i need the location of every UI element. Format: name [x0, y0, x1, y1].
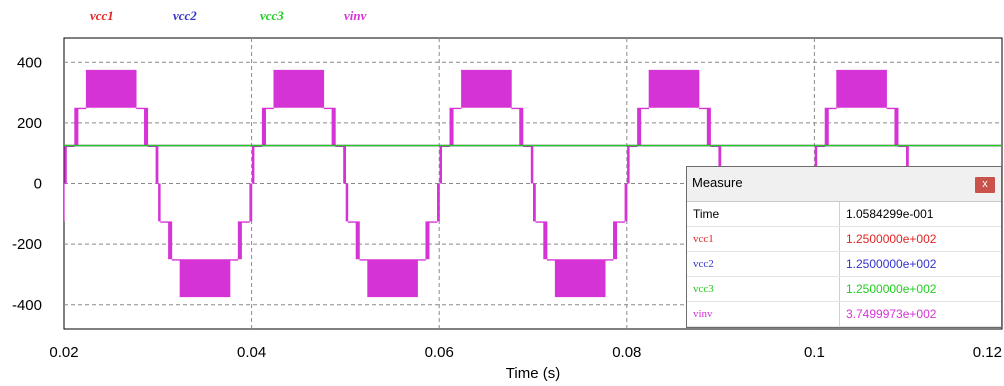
x-axis-ticks: 0.02 0.04 0.06 0.08 0.1 0.12 [49, 344, 1002, 361]
y-tick-label: 200 [17, 115, 42, 132]
x-axis-title: Time (s) [506, 365, 560, 382]
x-tick-label: 0.12 [973, 344, 1002, 361]
y-tick-label: -400 [12, 297, 42, 314]
y-tick-label: 400 [17, 54, 42, 71]
measure-value: 1.2500000e+002 [839, 276, 1001, 302]
x-tick-label: 0.06 [425, 344, 454, 361]
measure-row-vinv: vinv 3.7499973e+002 [687, 301, 1001, 327]
y-tick-label: -200 [12, 236, 42, 253]
x-tick-label: 0.04 [237, 344, 266, 361]
measure-value: 1.0584299e-001 [839, 202, 1001, 227]
measure-value: 1.2500000e+002 [839, 251, 1001, 277]
x-tick-label: 0.02 [49, 344, 78, 361]
measure-row-vcc1: vcc1 1.2500000e+002 [687, 226, 1001, 252]
measure-title-bar[interactable]: Measure x [687, 167, 1001, 202]
legend: vcc1 vcc2 vcc3 vinv [90, 8, 367, 23]
measure-panel[interactable]: Measure x Time 1.0584299e-001 vcc1 1.250000… [686, 166, 1002, 328]
legend-item-vcc1: vcc1 [90, 8, 114, 23]
y-tick-label: 0 [34, 176, 42, 193]
measure-row-Time: Time 1.0584299e-001 [687, 202, 1001, 227]
measure-value: 3.7499973e+002 [839, 301, 1001, 327]
measure-table: Time 1.0584299e-001 vcc1 1.2500000e+002 vcc2… [687, 202, 1001, 327]
y-axis-ticks: -400 -200 0 200 400 [12, 54, 42, 314]
measure-name: vinv [687, 301, 840, 327]
series-vinv [64, 69, 1002, 298]
measure-name: vcc3 [687, 276, 840, 302]
measure-value: 1.2500000e+002 [839, 226, 1001, 252]
x-tick-label: 0.08 [612, 344, 641, 361]
measure-row-vcc3: vcc3 1.2500000e+002 [687, 276, 1001, 302]
measure-row-vcc2: vcc2 1.2500000e+002 [687, 251, 1001, 277]
legend-item-vinv: vinv [344, 8, 367, 23]
measure-name: vcc1 [687, 226, 840, 252]
measure-name: vcc2 [687, 251, 840, 277]
measure-title: Measure [692, 175, 743, 190]
legend-item-vcc3: vcc3 [260, 8, 284, 23]
vinv-waveform [64, 69, 1002, 298]
x-tick-label: 0.1 [804, 344, 825, 361]
measure-name: Time [687, 202, 840, 227]
close-button[interactable]: x [975, 177, 995, 193]
legend-item-vcc2: vcc2 [173, 8, 197, 23]
